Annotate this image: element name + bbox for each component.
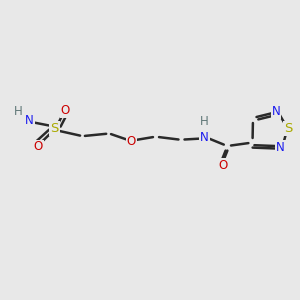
Text: H: H	[200, 115, 209, 128]
Text: N: N	[276, 141, 285, 154]
Text: O: O	[34, 140, 43, 154]
Text: O: O	[127, 135, 136, 148]
Text: N: N	[200, 130, 209, 144]
Text: H: H	[14, 105, 22, 118]
Text: N: N	[25, 113, 34, 127]
Text: N: N	[272, 105, 280, 118]
Text: O: O	[61, 104, 70, 118]
Text: O: O	[218, 159, 227, 172]
Text: S: S	[50, 122, 59, 135]
Text: S: S	[284, 122, 292, 135]
